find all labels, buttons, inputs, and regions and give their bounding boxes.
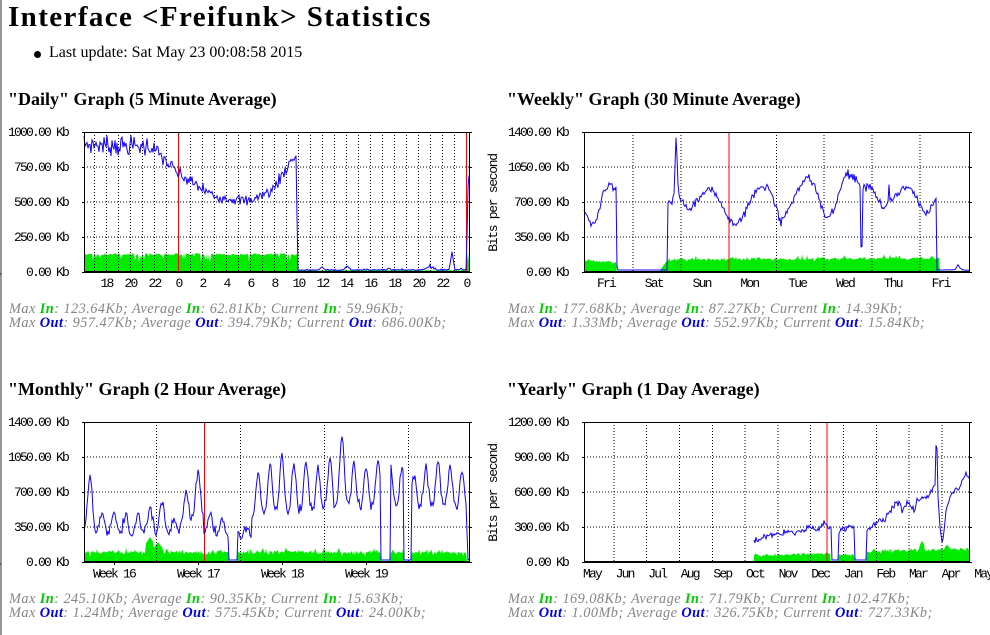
svg-text:Wed: Wed: [836, 276, 855, 291]
svg-text:500.00 Kb: 500.00 Kb: [14, 195, 69, 210]
svg-text:Jan: Jan: [844, 567, 863, 582]
svg-text:Feb: Feb: [876, 567, 895, 582]
svg-text:8: 8: [271, 276, 278, 291]
svg-text:1400.00 Kb: 1400.00 Kb: [8, 415, 69, 430]
svg-text:18: 18: [100, 276, 113, 291]
svg-text:16: 16: [364, 276, 377, 291]
svg-text:0.00 Kb: 0.00 Kb: [526, 555, 569, 570]
svg-text:600.00 Kb: 600.00 Kb: [514, 485, 569, 500]
svg-text:Fri: Fri: [597, 276, 617, 291]
svg-text:1050.00 Kb: 1050.00 Kb: [508, 160, 569, 175]
svg-text:10: 10: [292, 276, 305, 291]
svg-text:22: 22: [148, 276, 161, 291]
svg-text:Oct: Oct: [746, 567, 765, 582]
svg-text:4: 4: [223, 276, 231, 291]
svg-text:300.00 Kb: 300.00 Kb: [514, 520, 569, 535]
svg-text:Week 19: Week 19: [345, 567, 388, 582]
svg-text:250.00 Kb: 250.00 Kb: [14, 230, 69, 245]
svg-text:700.00 Kb: 700.00 Kb: [514, 195, 569, 210]
svg-text:Fri: Fri: [932, 276, 952, 291]
svg-text:1050.00 Kb: 1050.00 Kb: [8, 450, 69, 465]
svg-text:350.00 Kb: 350.00 Kb: [14, 520, 69, 535]
svg-text:Tue: Tue: [788, 276, 807, 291]
svg-text:Week 17: Week 17: [177, 567, 220, 582]
svg-text:Sat: Sat: [645, 276, 664, 291]
svg-text:Week 16: Week 16: [93, 567, 136, 582]
svg-text:0.00 Kb: 0.00 Kb: [26, 555, 69, 570]
svg-text:Nov: Nov: [779, 567, 799, 582]
svg-text:1000.00 Kb: 1000.00 Kb: [8, 125, 69, 140]
svg-text:20: 20: [412, 276, 425, 291]
svg-text:0: 0: [463, 276, 470, 291]
svg-text:Aug: Aug: [681, 567, 700, 582]
svg-text:2: 2: [199, 276, 206, 291]
svg-text:1200.00 Kb: 1200.00 Kb: [508, 415, 569, 430]
svg-text:Mar: Mar: [909, 567, 928, 582]
svg-text:22: 22: [436, 276, 449, 291]
svg-text:0.00 Kb: 0.00 Kb: [526, 265, 569, 280]
svg-text:Jul: Jul: [648, 567, 668, 582]
svg-text:Mon: Mon: [740, 276, 759, 291]
svg-text:12: 12: [316, 276, 329, 291]
svg-text:1400.00 Kb: 1400.00 Kb: [508, 125, 569, 140]
svg-text:Week 18: Week 18: [261, 567, 304, 582]
svg-text:Sun: Sun: [693, 276, 712, 291]
svg-text:May: May: [583, 567, 603, 582]
svg-text:0.00 Kb: 0.00 Kb: [26, 265, 69, 280]
svg-text:Bits per second: Bits per second: [486, 444, 501, 542]
svg-text:350.00 Kb: 350.00 Kb: [514, 230, 569, 245]
svg-text:Bits per second: Bits per second: [486, 154, 501, 252]
svg-text:700.00 Kb: 700.00 Kb: [14, 485, 69, 500]
svg-text:Thu: Thu: [884, 276, 903, 291]
svg-text:20: 20: [124, 276, 137, 291]
svg-text:750.00 Kb: 750.00 Kb: [14, 160, 69, 175]
svg-text:May: May: [974, 567, 990, 582]
svg-text:Jun: Jun: [616, 567, 635, 582]
svg-text:6: 6: [247, 276, 254, 291]
svg-text:14: 14: [340, 276, 354, 291]
svg-text:Apr: Apr: [942, 567, 961, 582]
svg-text:Dec: Dec: [811, 567, 830, 582]
svg-text:900.00 Kb: 900.00 Kb: [514, 450, 569, 465]
svg-text:18: 18: [388, 276, 401, 291]
svg-text:Sep: Sep: [713, 567, 732, 582]
svg-text:0: 0: [175, 276, 182, 291]
